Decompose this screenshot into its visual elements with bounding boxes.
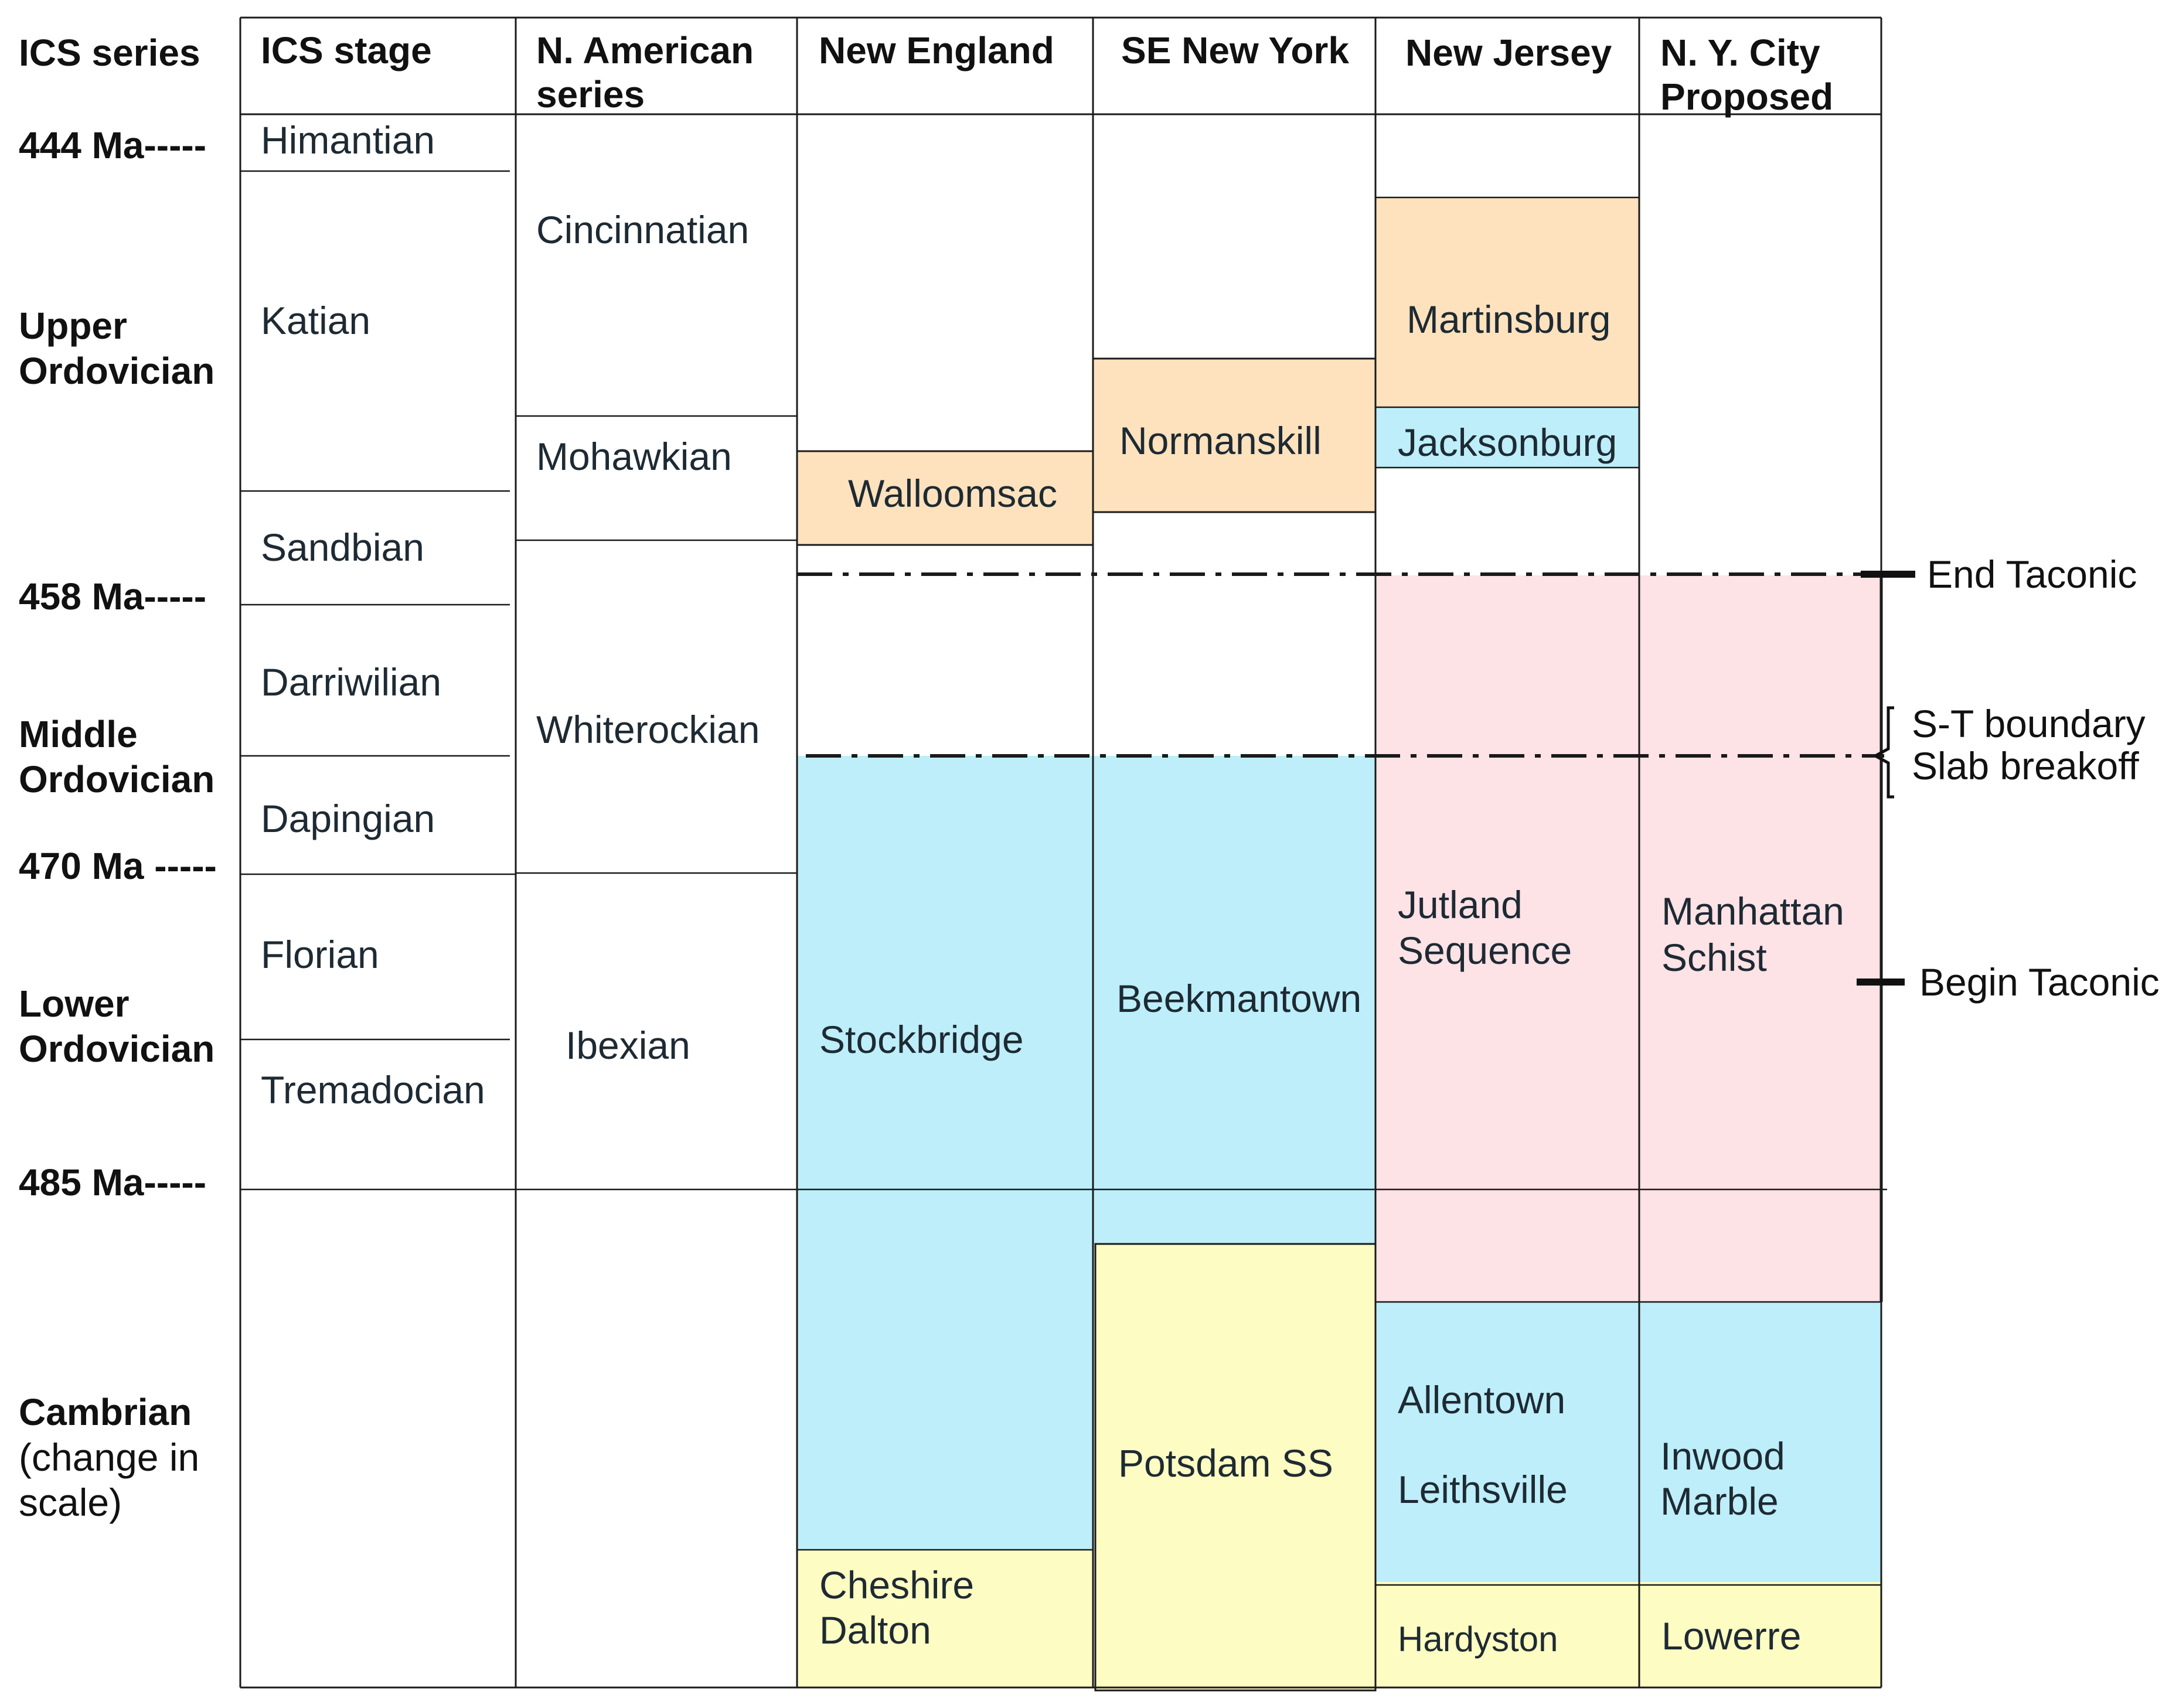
lowerre-block	[1639, 1582, 1881, 1687]
lower-ordovician-line1: Lower	[19, 983, 129, 1025]
cheshire-dalton-block	[797, 1550, 1093, 1687]
label-dalton: Dalton	[819, 1608, 931, 1652]
label-manhattan-line2: Schist	[1661, 936, 1767, 979]
stage-himantian: Himantian	[261, 118, 435, 162]
label-stockbridge: Stockbridge	[819, 1018, 1024, 1061]
label-inwood-line1: Inwood	[1660, 1434, 1785, 1478]
table-grid	[239, 16, 1887, 1689]
label-normanskill: Normanskill	[1119, 419, 1322, 462]
age-444: 444 Ma-----	[19, 124, 206, 166]
label-cheshire: Cheshire	[819, 1563, 974, 1607]
na-cincinnatian: Cincinnatian	[536, 208, 749, 251]
na-ibexian: Ibexian	[566, 1024, 690, 1067]
manhattan-schist-block	[1639, 575, 1881, 1302]
label-slab-breakoff: Slab breakoff	[1912, 744, 2139, 787]
event-lines	[797, 571, 1915, 986]
st-boundary-bracket	[1874, 706, 1894, 758]
label-manhattan-line1: Manhattan	[1661, 889, 1844, 933]
na-mohawkian: Mohawkian	[536, 435, 732, 478]
label-hardyston: Hardyston	[1398, 1620, 1558, 1659]
label-walloomsac: Walloomsac	[848, 472, 1057, 515]
cambrian-line2: (change in	[19, 1436, 199, 1479]
header-nyc-line2: Proposed	[1660, 76, 1833, 118]
stage-sandbian: Sandbian	[261, 526, 424, 569]
walloomsac-block	[796, 450, 1094, 546]
header-se-new-york: SE New York	[1121, 29, 1349, 71]
label-inwood-line2: Marble	[1660, 1479, 1779, 1523]
inwood-marble-block	[1639, 1302, 1881, 1582]
cambrian-line1: Cambrian	[19, 1391, 192, 1433]
label-end-taconic: End Taconic	[1927, 553, 2137, 596]
beekmantown-block	[1093, 756, 1375, 1244]
upper-ordovician-line1: Upper	[19, 305, 127, 347]
label-jutland-line2: Sequence	[1398, 929, 1572, 972]
stage-florian: Florian	[261, 933, 379, 976]
label-leithsville: Leithsville	[1398, 1468, 1568, 1511]
label-lowerre: Lowerre	[1661, 1614, 1801, 1658]
label-martinsburg: Martinsburg	[1407, 298, 1610, 341]
label-potsdam: Potsdam SS	[1118, 1441, 1333, 1485]
header-na-series-line1: N. American	[536, 29, 754, 71]
header-new-england: New England	[819, 29, 1054, 71]
stage-katian: Katian	[261, 299, 370, 342]
jutland-block	[1375, 575, 1639, 1302]
event-labels: End Taconic S-T boundary Slab breakoff B…	[1912, 553, 2160, 1004]
stage-darriwilian: Darriwilian	[261, 660, 441, 704]
hardyston-block	[1375, 1582, 1639, 1687]
potsdam-block	[1094, 1243, 1377, 1692]
label-jutland-line1: Jutland	[1398, 883, 1523, 926]
label-begin-taconic: Begin Taconic	[1919, 960, 2160, 1004]
stage-dapingian: Dapingian	[261, 797, 435, 840]
age-458: 458 Ma-----	[19, 575, 206, 618]
na-whiterockian: Whiterockian	[536, 708, 760, 751]
header-new-jersey: New Jersey	[1405, 32, 1612, 74]
age-485: 485 Ma-----	[19, 1161, 206, 1204]
upper-ordovician-line2: Ordovician	[19, 350, 214, 392]
stockbridge-block	[797, 756, 1093, 1550]
stage-tremadocian: Tremadocian	[261, 1068, 485, 1112]
header-ics-stage: ICS stage	[261, 29, 432, 71]
formation-labels: Walloomsac Stockbridge Cheshire Dalton N…	[819, 298, 1844, 1659]
column-headers: ICS series ICS stage N. American series …	[19, 29, 1833, 118]
label-st-boundary: S-T boundary	[1912, 702, 2146, 745]
label-beekmantown: Beekmantown	[1116, 977, 1361, 1020]
cambrian-line3: scale)	[19, 1481, 122, 1524]
header-nyc-line1: N. Y. City	[1660, 32, 1820, 74]
jacksonburg-block	[1375, 407, 1639, 468]
ics-stage-labels: Himantian Katian Sandbian Darriwilian Da…	[261, 118, 485, 1112]
age-470: 470 Ma -----	[19, 845, 217, 887]
formation-blocks	[796, 197, 1881, 1692]
slab-breakoff-bracket	[1874, 754, 1894, 799]
label-jacksonburg: Jacksonburg	[1398, 421, 1617, 464]
allentown-leithsville-block	[1375, 1302, 1639, 1582]
header-na-series-line2: series	[536, 73, 645, 115]
header-ics-series: ICS series	[19, 32, 200, 74]
middle-ordovician-line1: Middle	[19, 713, 138, 755]
na-series-labels: Cincinnatian Mohawkian Whiterockian Ibex…	[536, 208, 760, 1067]
lower-ordovician-line2: Ordovician	[19, 1028, 214, 1070]
middle-ordovician-line2: Ordovician	[19, 758, 214, 800]
age-labels: 444 Ma----- 458 Ma----- 470 Ma ----- 485…	[19, 124, 217, 1204]
martinsburg-block	[1375, 197, 1639, 407]
label-allentown: Allentown	[1398, 1378, 1565, 1421]
ics-series-labels: Upper Ordovician Middle Ordovician Lower…	[19, 305, 214, 1524]
